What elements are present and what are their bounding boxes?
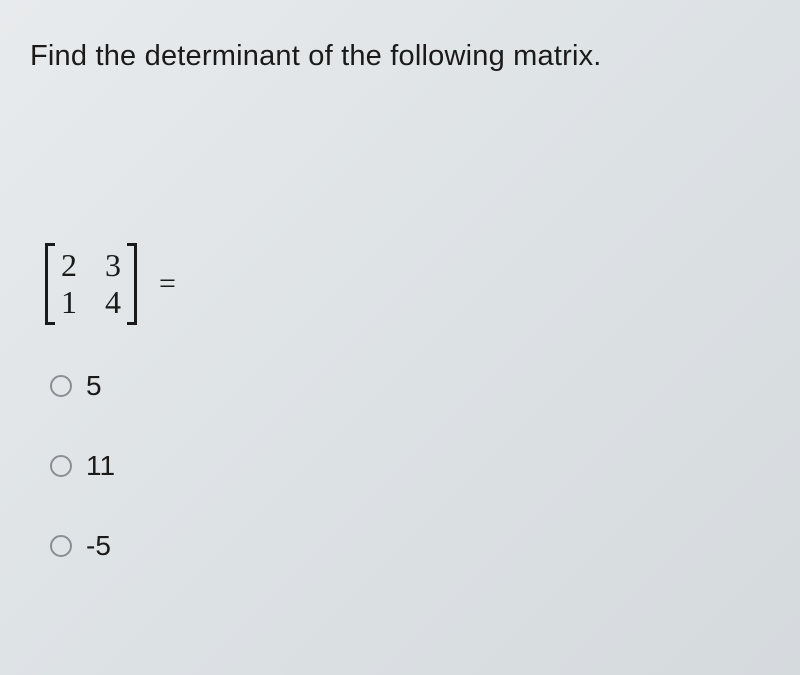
matrix-expression: 2 3 1 4 = (45, 243, 770, 325)
matrix-bracket-left (45, 243, 55, 325)
option-label: -5 (86, 530, 111, 562)
answer-option-2[interactable]: -5 (50, 530, 770, 562)
radio-icon[interactable] (50, 455, 72, 477)
radio-icon[interactable] (50, 375, 72, 397)
option-label: 11 (86, 450, 115, 482)
matrix-row-0: 2 3 (59, 247, 123, 284)
matrix-row-1: 1 4 (59, 284, 123, 321)
radio-icon[interactable] (50, 535, 72, 557)
option-label: 5 (86, 370, 102, 402)
answer-option-1[interactable]: 11 (50, 450, 770, 482)
matrix-cell-0-0: 2 (59, 247, 79, 284)
matrix-cell-1-1: 4 (103, 284, 123, 321)
matrix-bracket-right (127, 243, 137, 325)
answer-option-0[interactable]: 5 (50, 370, 770, 402)
answer-options: 5 11 -5 (50, 370, 770, 562)
equals-sign: = (159, 267, 176, 301)
matrix-cell-0-1: 3 (103, 247, 123, 284)
matrix-cell-1-0: 1 (59, 284, 79, 321)
matrix-2x2: 2 3 1 4 (45, 243, 137, 325)
question-title: Find the determinant of the following ma… (30, 40, 770, 73)
